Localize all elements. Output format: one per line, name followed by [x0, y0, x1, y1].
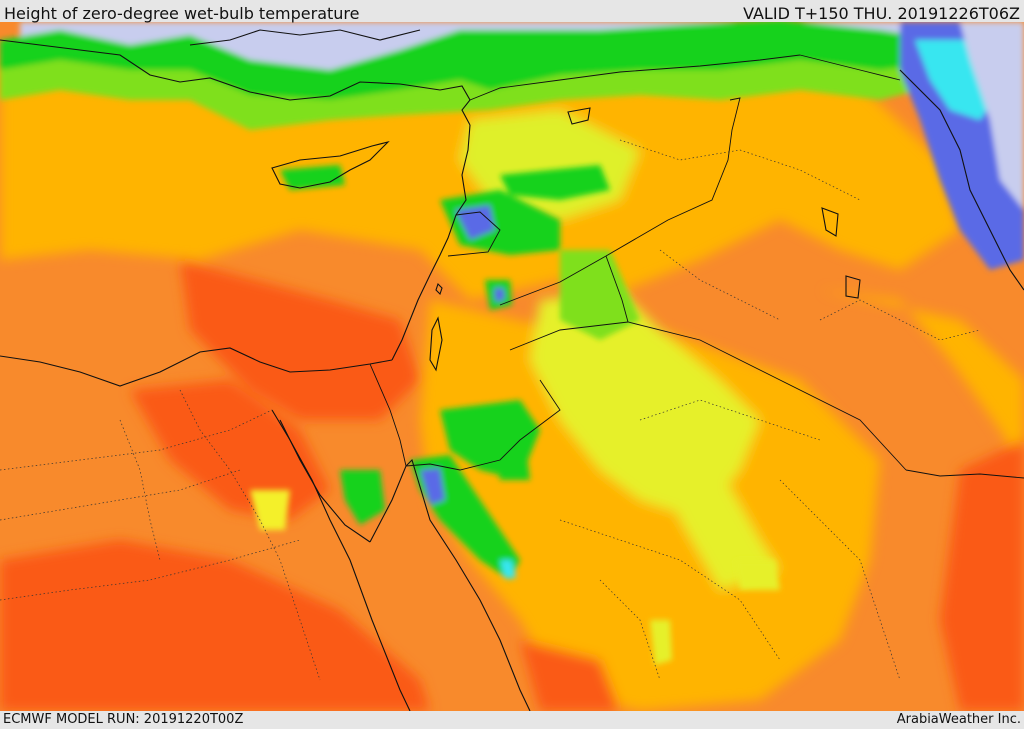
border-saudi-kuwait	[905, 469, 1024, 479]
coast-lake-3	[845, 275, 861, 299]
field-green-northband	[0, 22, 960, 100]
border-jordan-iraq	[605, 255, 629, 323]
country-borders	[369, 54, 1024, 479]
field-green-sinai	[340, 470, 385, 525]
field-yellow-spot-2	[735, 560, 780, 590]
field-red-africa	[130, 380, 330, 520]
field-green-syria	[500, 165, 610, 200]
border-lebanon	[447, 211, 501, 257]
border-syria-jordan	[499, 255, 607, 306]
border-jordan-saudi	[509, 321, 907, 471]
field-red-arabia	[520, 640, 620, 711]
field-red-south	[0, 540, 430, 711]
coast-ne	[899, 69, 1024, 291]
valid-time: VALID T+150 THU. 20191226T06Z	[743, 4, 1020, 23]
map-title: Height of zero-degree wet-bulb temperatu…	[4, 4, 360, 23]
map-footer: ECMWF MODEL RUN: 20191220T00Z ArabiaWeat…	[0, 711, 1024, 729]
province-line-9	[659, 249, 781, 321]
province-line-8	[819, 299, 981, 341]
coast-turkey	[0, 39, 471, 126]
province-line-1	[0, 409, 273, 471]
brand-label: ArabiaWeather Inc.	[896, 712, 1021, 727]
coast-egypt	[0, 347, 393, 387]
field-lightgreen-jordan	[560, 250, 640, 340]
coast-dead-sea	[429, 316, 443, 372]
field-red-east	[940, 440, 1024, 711]
field-yellow-spot	[650, 620, 672, 665]
field-blue-hermon	[494, 288, 505, 302]
field-green-dead-sea	[495, 440, 530, 480]
coast-levant	[391, 124, 471, 361]
field-amber-east	[820, 290, 1024, 470]
field-layers	[0, 60, 1024, 711]
coast-sinai-west	[279, 419, 371, 543]
field-wet-bands	[0, 22, 1024, 665]
border-jordan-saudi-south	[405, 379, 561, 471]
model-run-label: ECMWF MODEL RUN: 20191220T00Z	[3, 712, 244, 727]
field-sea-zagros	[960, 22, 1024, 210]
coast-aqaba	[369, 458, 531, 711]
province-line-2	[0, 469, 241, 521]
province-line-12	[779, 479, 901, 681]
field-green-cyprus	[280, 165, 345, 190]
field-yellow-gulf	[650, 440, 780, 590]
map-header: Height of zero-degree wet-bulb temperatu…	[0, 0, 1024, 23]
field-red-egypt	[180, 260, 420, 420]
coast-galilee	[435, 282, 443, 296]
coast-lake-2	[821, 207, 839, 237]
border-iran-iraq	[799, 54, 901, 81]
weather-map[interactable]	[0, 22, 1024, 711]
coast-cyprus	[271, 140, 390, 189]
field-blue-hejaz	[420, 468, 445, 505]
coast-lake-1	[567, 107, 591, 125]
province-line-5	[619, 139, 861, 201]
province-line-11	[599, 579, 661, 681]
border-egypt-israel	[369, 363, 407, 467]
province-borders	[0, 139, 981, 681]
field-amber-inland	[420, 300, 880, 711]
province-line-4	[179, 389, 321, 681]
border-turkey-syria	[469, 54, 801, 101]
coast-north	[189, 29, 421, 46]
border-syria-iraq	[605, 97, 741, 257]
field-cyan-hejaz	[500, 560, 516, 578]
coastlines	[0, 29, 1024, 711]
field-lightgreen-northband	[0, 60, 960, 130]
province-line-10	[119, 419, 161, 561]
